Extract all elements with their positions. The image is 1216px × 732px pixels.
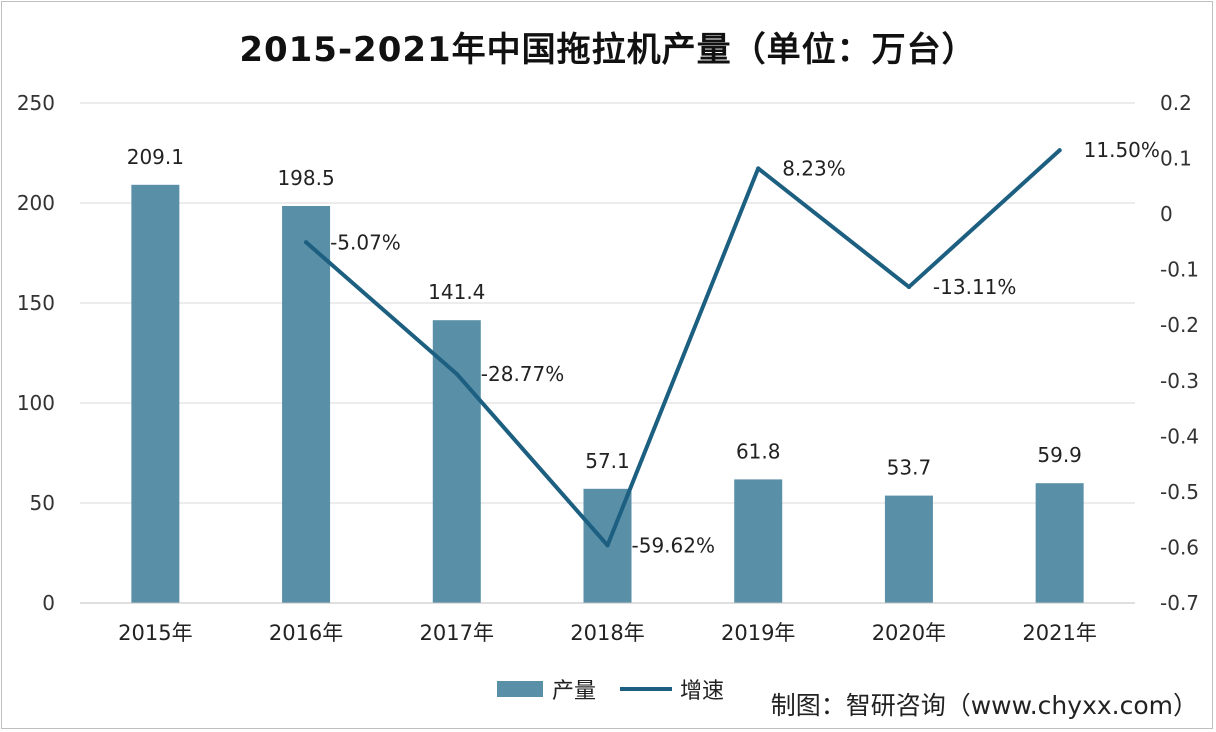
y-right-tick-label: 0 <box>1160 202 1173 226</box>
growth-line <box>304 148 1062 548</box>
growth-point <box>906 284 911 289</box>
growth-value-label: 8.23% <box>782 156 846 180</box>
growth-point <box>605 543 610 548</box>
bar <box>884 495 933 603</box>
y-right-tick-label: -0.5 <box>1160 480 1199 504</box>
y-left-tick-label: 100 <box>17 391 55 415</box>
x-tick-label: 2020年 <box>872 621 946 645</box>
bar <box>734 479 783 603</box>
y-right-tick-label: -0.4 <box>1160 424 1199 448</box>
axes: 0 50 100 150 200 250 -0.7 -0.6 -0.5 -0.4 -0.3 -0.2 -… <box>17 91 1199 645</box>
bar-value-label: 198.5 <box>277 166 334 190</box>
y-left-tick-label: 150 <box>17 291 55 315</box>
x-tick-label: 2017年 <box>420 621 494 645</box>
bar-value-label: 53.7 <box>887 456 932 480</box>
y-left-tick-label: 0 <box>42 591 55 615</box>
y-right-tick-label: -0.6 <box>1160 535 1199 559</box>
y-right-tick-label: -0.2 <box>1160 313 1199 337</box>
x-tick-label: 2021年 <box>1022 621 1096 645</box>
y-right-tick-label: -0.1 <box>1160 258 1199 282</box>
y-left-tick-label: 50 <box>30 491 55 515</box>
legend-swatch-bar <box>497 681 543 697</box>
growth-value-label: -13.11% <box>933 275 1016 299</box>
bar <box>1035 483 1084 603</box>
y-left-tick-label: 200 <box>17 191 55 215</box>
data-labels: 209.1 198.5 141.4 57.1 61.8 53.7 59.9 -5.07% -28… <box>127 138 1160 557</box>
legend: 产量 增速 <box>497 679 724 704</box>
source-note: 制图：智研咨询（www.chyxx.com） <box>770 691 1198 720</box>
growth-point <box>756 166 761 171</box>
bar-value-label: 59.9 <box>1037 443 1082 467</box>
growth-value-label: -28.77% <box>481 362 564 386</box>
bar <box>131 184 180 604</box>
growth-point <box>454 371 459 376</box>
growth-point <box>1057 148 1062 153</box>
x-tick-label: 2016年 <box>269 621 343 645</box>
growth-value-label: -5.07% <box>330 230 401 254</box>
y-right-tick-label: -0.7 <box>1160 591 1199 615</box>
x-tick-label: 2019年 <box>721 621 795 645</box>
bar-value-label: 141.4 <box>428 280 485 304</box>
y-right-tick-label: -0.3 <box>1160 369 1199 393</box>
y-right-tick-label: 0.1 <box>1160 147 1192 171</box>
growth-value-label: 11.50% <box>1084 138 1160 162</box>
y-left-tick-label: 250 <box>17 91 55 115</box>
bar-value-label: 57.1 <box>585 449 630 473</box>
bar <box>282 206 331 603</box>
growth-point <box>304 240 309 245</box>
chart-title: 2015-2021年中国拖拉机产量（单位：万台） <box>239 30 977 70</box>
x-tick-label: 2015年 <box>118 621 192 645</box>
growth-value-label: -59.62% <box>632 533 715 557</box>
line-series <box>304 148 1062 548</box>
bar-value-label: 209.1 <box>127 145 184 169</box>
legend-label-bar: 产量 <box>552 679 596 704</box>
bar <box>432 320 481 603</box>
x-tick-label: 2018年 <box>570 621 644 645</box>
bar-value-label: 61.8 <box>736 439 781 463</box>
y-right-tick-label: 0.2 <box>1160 91 1192 115</box>
legend-label-line: 增速 <box>680 679 724 704</box>
